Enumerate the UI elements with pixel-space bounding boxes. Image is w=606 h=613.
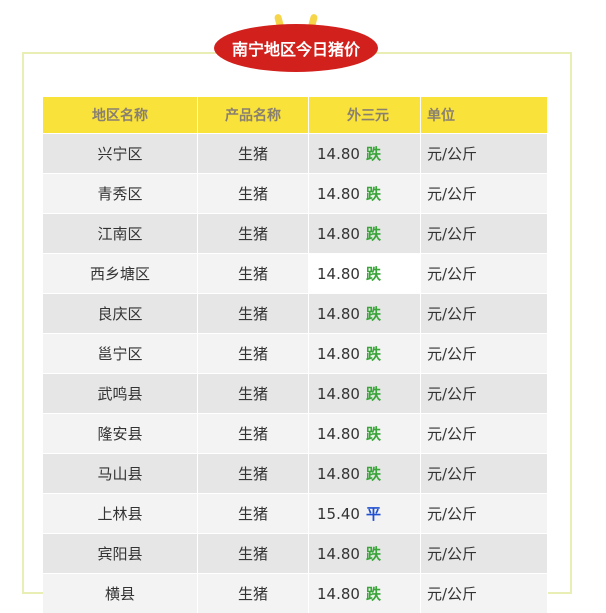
product-cell: 生猪 bbox=[198, 494, 309, 534]
region-cell: 马山县 bbox=[43, 454, 198, 494]
table-row: 西乡塘区 生猪 14.80 跌 元/公斤 bbox=[43, 254, 548, 294]
table-row: 兴宁区 生猪 14.80 跌 元/公斤 bbox=[43, 134, 548, 174]
unit-cell: 元/公斤 bbox=[421, 574, 548, 613]
product-cell: 生猪 bbox=[198, 294, 309, 334]
price-cell: 14.80 跌 bbox=[309, 574, 421, 613]
unit-cell: 元/公斤 bbox=[421, 334, 548, 374]
product-cell: 生猪 bbox=[198, 374, 309, 414]
trend-label: 跌 bbox=[366, 185, 381, 203]
table-row: 隆安县 生猪 14.80 跌 元/公斤 bbox=[43, 414, 548, 454]
price-value: 14.80 bbox=[317, 385, 360, 403]
price-value: 14.80 bbox=[317, 585, 360, 603]
region-cell: 隆安县 bbox=[43, 414, 198, 454]
table-row: 马山县 生猪 14.80 跌 元/公斤 bbox=[43, 454, 548, 494]
price-value: 14.80 bbox=[317, 225, 360, 243]
trend-label: 跌 bbox=[366, 425, 381, 443]
trend-label: 跌 bbox=[366, 145, 381, 163]
unit-cell: 元/公斤 bbox=[421, 294, 548, 334]
table-row: 青秀区 生猪 14.80 跌 元/公斤 bbox=[43, 174, 548, 214]
unit-cell: 元/公斤 bbox=[421, 454, 548, 494]
product-cell: 生猪 bbox=[198, 414, 309, 454]
price-cell: 14.80 跌 bbox=[309, 254, 421, 294]
table-row: 邕宁区 生猪 14.80 跌 元/公斤 bbox=[43, 334, 548, 374]
region-cell: 兴宁区 bbox=[43, 134, 198, 174]
page-title: 南宁地区今日猪价 bbox=[214, 24, 378, 72]
trend-label: 跌 bbox=[366, 305, 381, 323]
price-cell: 14.80 跌 bbox=[309, 414, 421, 454]
unit-cell: 元/公斤 bbox=[421, 134, 548, 174]
header-region: 地区名称 bbox=[43, 97, 198, 134]
price-value: 14.80 bbox=[317, 425, 360, 443]
region-cell: 西乡塘区 bbox=[43, 254, 198, 294]
region-cell: 良庆区 bbox=[43, 294, 198, 334]
price-cell: 14.80 跌 bbox=[309, 454, 421, 494]
trend-label: 平 bbox=[366, 505, 381, 523]
trend-label: 跌 bbox=[366, 585, 381, 603]
unit-cell: 元/公斤 bbox=[421, 174, 548, 214]
table-row: 江南区 生猪 14.80 跌 元/公斤 bbox=[43, 214, 548, 254]
region-cell: 上林县 bbox=[43, 494, 198, 534]
price-cell: 14.80 跌 bbox=[309, 214, 421, 254]
price-cell: 14.80 跌 bbox=[309, 134, 421, 174]
table-row: 武鸣县 生猪 14.80 跌 元/公斤 bbox=[43, 374, 548, 414]
price-value: 14.80 bbox=[317, 345, 360, 363]
region-cell: 青秀区 bbox=[43, 174, 198, 214]
trend-label: 跌 bbox=[366, 345, 381, 363]
price-cell: 14.80 跌 bbox=[309, 534, 421, 574]
table-row: 上林县 生猪 15.40 平 元/公斤 bbox=[43, 494, 548, 534]
trend-label: 跌 bbox=[366, 385, 381, 403]
price-cell: 14.80 跌 bbox=[309, 174, 421, 214]
unit-cell: 元/公斤 bbox=[421, 494, 548, 534]
product-cell: 生猪 bbox=[198, 534, 309, 574]
region-cell: 武鸣县 bbox=[43, 374, 198, 414]
trend-label: 跌 bbox=[366, 465, 381, 483]
header-unit: 单位 bbox=[421, 97, 548, 134]
price-value: 14.80 bbox=[317, 305, 360, 323]
price-value: 14.80 bbox=[317, 185, 360, 203]
region-cell: 宾阳县 bbox=[43, 534, 198, 574]
unit-cell: 元/公斤 bbox=[421, 254, 548, 294]
trend-label: 跌 bbox=[366, 265, 381, 283]
price-value: 14.80 bbox=[317, 145, 360, 163]
product-cell: 生猪 bbox=[198, 334, 309, 374]
unit-cell: 元/公斤 bbox=[421, 374, 548, 414]
price-value: 15.40 bbox=[317, 505, 360, 523]
product-cell: 生猪 bbox=[198, 574, 309, 613]
product-cell: 生猪 bbox=[198, 134, 309, 174]
product-cell: 生猪 bbox=[198, 254, 309, 294]
region-cell: 江南区 bbox=[43, 214, 198, 254]
price-cell: 14.80 跌 bbox=[309, 294, 421, 334]
product-cell: 生猪 bbox=[198, 454, 309, 494]
header-product: 产品名称 bbox=[198, 97, 309, 134]
unit-cell: 元/公斤 bbox=[421, 534, 548, 574]
price-value: 14.80 bbox=[317, 465, 360, 483]
table-row: 宾阳县 生猪 14.80 跌 元/公斤 bbox=[43, 534, 548, 574]
region-cell: 邕宁区 bbox=[43, 334, 198, 374]
price-value: 14.80 bbox=[317, 545, 360, 563]
product-cell: 生猪 bbox=[198, 214, 309, 254]
unit-cell: 元/公斤 bbox=[421, 214, 548, 254]
trend-label: 跌 bbox=[366, 225, 381, 243]
price-cell: 14.80 跌 bbox=[309, 374, 421, 414]
price-cell: 15.40 平 bbox=[309, 494, 421, 534]
product-cell: 生猪 bbox=[198, 174, 309, 214]
region-cell: 横县 bbox=[43, 574, 198, 613]
table-row: 横县 生猪 14.80 跌 元/公斤 bbox=[43, 574, 548, 613]
trend-label: 跌 bbox=[366, 545, 381, 563]
table-row: 良庆区 生猪 14.80 跌 元/公斤 bbox=[43, 294, 548, 334]
price-value: 14.80 bbox=[317, 265, 360, 283]
price-cell: 14.80 跌 bbox=[309, 334, 421, 374]
header-price: 外三元 bbox=[309, 97, 421, 134]
unit-cell: 元/公斤 bbox=[421, 414, 548, 454]
